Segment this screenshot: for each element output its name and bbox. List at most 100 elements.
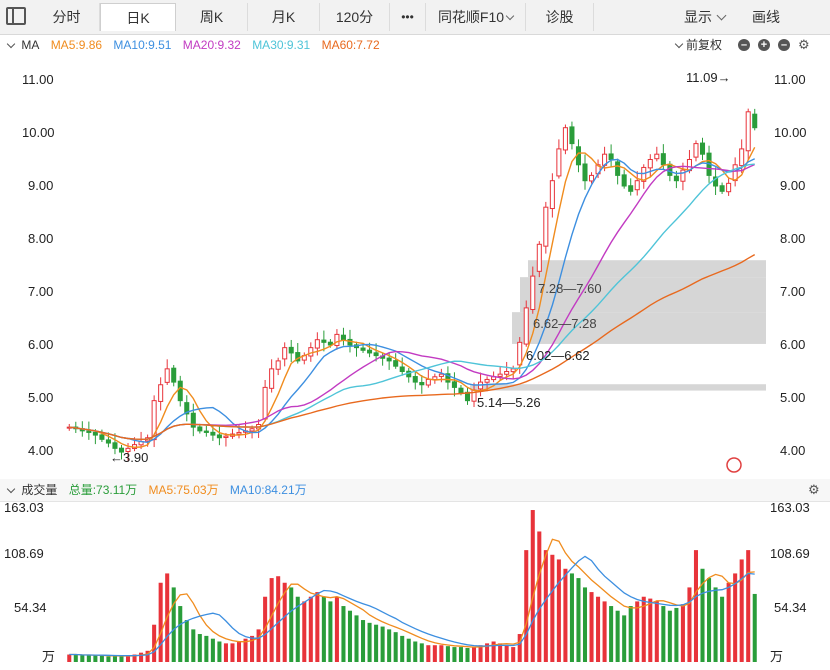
volume-bar — [596, 596, 601, 662]
display-menu[interactable]: 显示 — [684, 3, 727, 31]
volume-bar — [511, 647, 516, 662]
chevron-down-icon[interactable] — [6, 39, 16, 49]
candle-body — [314, 339, 320, 349]
candle-body — [236, 431, 242, 435]
candle-body — [105, 439, 111, 444]
draw-line-button[interactable]: 画线 — [752, 9, 780, 25]
volume-bar — [707, 578, 712, 662]
price-tick: 9.00 — [780, 178, 806, 193]
price-tick: 6.00 — [28, 337, 54, 352]
chip-band — [528, 260, 766, 278]
candle-body — [249, 428, 255, 432]
volume-bar — [204, 635, 209, 662]
price-tick: 11.00 — [22, 72, 54, 87]
chip-band-label: 5.14—5.26 — [477, 395, 541, 410]
candle-body — [419, 381, 425, 386]
candle-body — [451, 381, 457, 388]
volume-bar — [452, 647, 457, 662]
volume-bar — [720, 596, 725, 662]
tab-diagnose[interactable]: 诊股 — [526, 3, 594, 31]
gear-icon[interactable]: ⚙ — [798, 37, 810, 52]
ma20-value: MA20:9.32 — [182, 38, 241, 52]
volume-bar — [243, 638, 248, 662]
candlestick-chart[interactable]: 11.09→ ←3.90 7.28—7.60 6.62—7.28 6.02—6.… — [0, 56, 830, 478]
volume-bar — [197, 634, 202, 662]
candle-body — [92, 431, 98, 436]
candle-body — [282, 347, 288, 360]
volume-bar — [361, 620, 366, 662]
high-annotation: 11.09→ — [686, 70, 731, 85]
volume-bar — [693, 550, 699, 662]
candle-body — [223, 435, 229, 439]
volume-bar — [269, 578, 274, 662]
volume-bar — [439, 645, 444, 662]
candle-body — [699, 142, 706, 155]
volume-bar — [73, 654, 78, 662]
candle-body — [458, 387, 464, 394]
minus-icon[interactable]: – — [738, 39, 750, 51]
volume-bar — [582, 587, 588, 662]
volume-bar — [367, 622, 372, 662]
minus-circle-icon[interactable]: – — [778, 39, 790, 51]
tab-f10[interactable]: 同花顺F10 — [426, 3, 526, 31]
volume-legend-bar: 成交量 总量:73.11万 MA5:75.03万 MA10:84.21万 ⚙ — [0, 479, 830, 502]
tab-more[interactable]: ••• — [390, 3, 426, 31]
candle-body — [425, 378, 431, 386]
volume-bar — [524, 550, 529, 662]
tab-120min[interactable]: 120分 — [320, 3, 390, 31]
candle-body — [608, 153, 614, 160]
volume-bar — [210, 638, 215, 662]
volume-chart[interactable] — [0, 502, 830, 670]
volume-bar — [191, 629, 196, 662]
candle-body — [726, 182, 732, 193]
volume-bar — [628, 606, 633, 662]
candle-body — [504, 371, 510, 375]
volume-bar — [654, 601, 659, 662]
tab-monthly-k[interactable]: 月K — [248, 3, 320, 31]
ma-title: MA — [21, 38, 40, 52]
volume-bar — [230, 643, 235, 662]
volume-bar — [556, 559, 561, 662]
volume-bar — [289, 587, 294, 662]
volume-bar — [609, 606, 614, 662]
candle-body — [171, 367, 177, 383]
candle-body — [719, 185, 725, 192]
chevron-down-icon[interactable] — [6, 484, 16, 494]
volume-bar — [93, 655, 98, 662]
volume-tick: 108.69 — [4, 546, 44, 561]
volume-bar — [478, 645, 483, 662]
candle-body — [739, 148, 745, 167]
volume-bar — [354, 615, 359, 662]
tab-intraday[interactable]: 分时 — [34, 3, 100, 31]
volume-bar — [236, 641, 242, 662]
gear-icon[interactable]: ⚙ — [808, 482, 820, 497]
low-annotation: ←3.90 — [110, 450, 148, 465]
volume-ma5: MA5:75.03万 — [148, 483, 219, 497]
volume-ma5-line — [69, 538, 755, 657]
volume-bar — [380, 626, 385, 662]
volume-bar — [465, 648, 470, 662]
candle-body — [288, 346, 294, 354]
volume-bar — [498, 643, 503, 662]
volume-total: 总量:73.11万 — [68, 483, 138, 497]
candle-body — [99, 434, 105, 440]
volume-bar — [302, 601, 307, 662]
volume-bar — [537, 531, 542, 662]
candle-body — [530, 275, 536, 310]
candle-body — [549, 180, 555, 210]
candle-body — [589, 174, 595, 182]
price-tick: 9.00 — [28, 178, 54, 193]
volume-bar — [374, 624, 379, 662]
volume-bar — [86, 655, 91, 662]
candle-body — [543, 206, 549, 247]
candle-body — [393, 360, 399, 367]
volume-bar — [80, 655, 85, 662]
candle-body — [641, 166, 647, 182]
panel-toggle-icon[interactable] — [6, 7, 26, 25]
toolbar: 分时 日K 周K 月K 120分 ••• 同花顺F10 诊股 显示 画线 — [0, 0, 830, 35]
plus-icon[interactable]: + — [758, 39, 770, 51]
adjust-selector[interactable]: 前复权 — [672, 34, 722, 56]
volume-bar — [426, 645, 431, 662]
tab-weekly-k[interactable]: 周K — [176, 3, 248, 31]
tab-daily-k[interactable]: 日K — [100, 3, 176, 31]
